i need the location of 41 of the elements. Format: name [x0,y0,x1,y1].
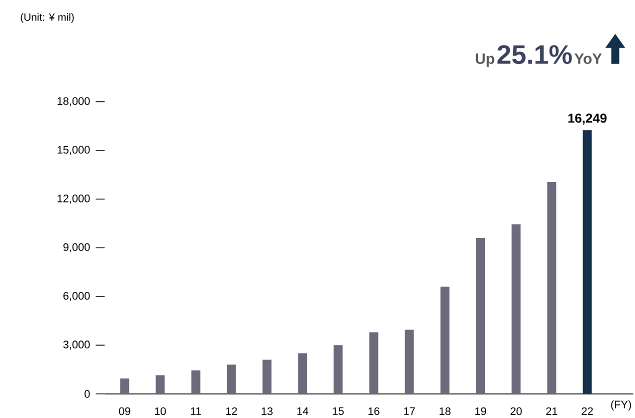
bar [369,332,378,394]
text: YoY [574,53,602,64]
y-tick-label: 15,000 [58,146,90,155]
y-tick-label: 6,000 [63,292,90,301]
x-tick-label: 22 [582,407,593,415]
x-tick-label: 09 [118,407,130,415]
bar [156,375,165,394]
y-tick-label: 12,000 [58,194,90,204]
x-tick-label: 21 [546,407,558,415]
bar [120,378,130,394]
x-tick-label: 15 [332,407,344,415]
x-tick-label: 10 [154,407,166,415]
data-label: 16,249 [568,113,607,124]
y-tick-label: 3,000 [63,340,90,350]
x-tick-label: 13 [262,407,273,415]
x-axis-title: (FY) [611,400,632,410]
bar [440,286,450,394]
bar [334,344,343,394]
x-tick-label: 14 [297,407,308,415]
x-tick-label: 17 [404,407,415,415]
text: Up [476,53,494,67]
y-tick-label: 9,000 [63,243,90,252]
x-tick-label: 20 [510,407,522,415]
y-tick-label: 0 [84,390,90,398]
bar [298,353,308,394]
bar [191,370,200,394]
bar [404,330,414,394]
x-tick-label: 18 [440,407,451,415]
bar [262,360,272,394]
bar [582,130,592,394]
x-tick-label: 16 [368,407,380,415]
bar [547,182,556,394]
text: (Unit: ¥ mil) [20,12,74,23]
x-tick-label: 19 [475,407,486,415]
text: 25.1% [497,44,572,64]
x-tick-label: 11 [190,407,201,415]
x-tick-label: 12 [226,407,237,415]
bar [226,364,236,394]
bar [512,224,521,394]
bar [476,238,486,394]
y-tick-label: 18,000 [58,97,90,106]
